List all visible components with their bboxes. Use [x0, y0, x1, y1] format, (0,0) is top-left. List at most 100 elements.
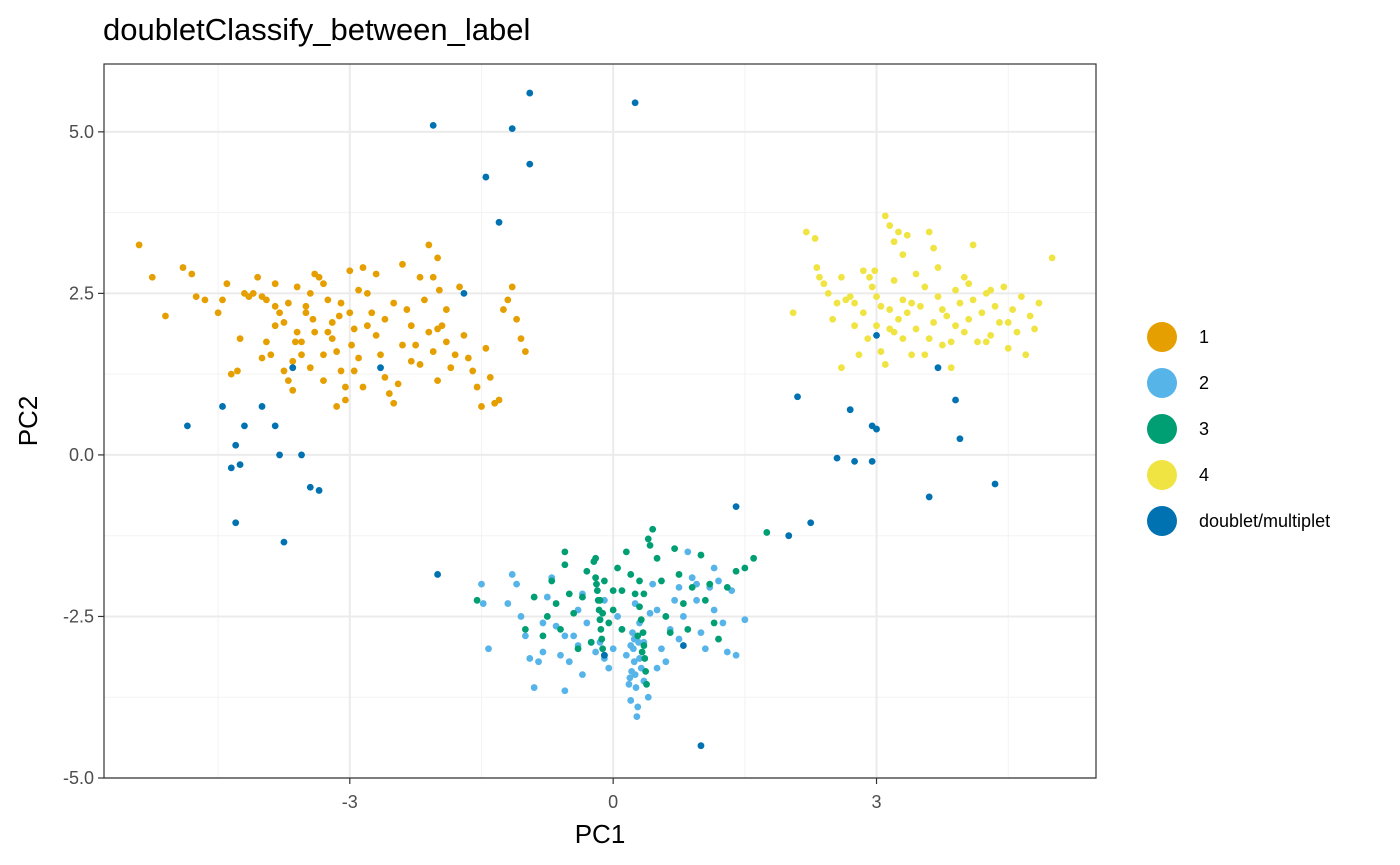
point-series-1	[425, 328, 433, 336]
point-series-3	[750, 554, 758, 562]
point-series-1	[315, 273, 323, 281]
point-series-1	[263, 296, 270, 304]
point-series-1	[201, 296, 209, 304]
point-series-1	[368, 309, 376, 317]
point-series-3	[557, 625, 564, 633]
point-series-1	[333, 348, 341, 355]
point-series-2	[543, 593, 551, 601]
point-series-4	[960, 273, 968, 281]
plot-panel	[104, 64, 1096, 778]
point-series-1	[271, 280, 279, 288]
point-series-4	[947, 364, 955, 372]
x-tick-label: 3	[872, 792, 882, 812]
point-series-4	[965, 315, 973, 323]
point-series-5	[794, 393, 801, 401]
point-series-1	[442, 338, 450, 346]
point-series-1	[381, 315, 389, 323]
point-series-1	[346, 309, 354, 317]
chart-title: doubletClassify_between_label	[103, 12, 530, 47]
point-series-4	[802, 228, 810, 236]
point-series-4	[952, 286, 959, 294]
point-series-1	[263, 338, 270, 346]
point-series-5	[785, 532, 793, 540]
point-series-1	[486, 373, 494, 381]
point-series-4	[899, 251, 907, 259]
point-series-4	[846, 293, 854, 301]
point-series-1	[280, 367, 288, 375]
legend-key-series-1	[1147, 322, 1177, 352]
point-series-4	[1000, 283, 1008, 291]
point-series-4	[978, 309, 986, 317]
point-series-4	[899, 296, 907, 304]
x-tick-label: -3	[342, 792, 358, 812]
point-series-5	[925, 493, 933, 501]
point-series-3	[548, 577, 556, 585]
legend-label-series-2: 2	[1199, 373, 1209, 393]
point-series-1	[342, 396, 349, 404]
point-series-5	[956, 435, 964, 443]
point-series-4	[1035, 299, 1043, 307]
point-series-5	[482, 173, 490, 181]
point-series-1	[276, 309, 283, 317]
point-series-1	[469, 367, 477, 375]
point-series-5	[232, 441, 240, 449]
point-series-4	[877, 348, 885, 355]
point-series-3	[636, 577, 643, 585]
point-series-4	[934, 293, 942, 301]
point-series-1	[390, 299, 398, 307]
point-series-1	[179, 264, 187, 271]
point-series-3	[561, 548, 569, 556]
point-series-2	[719, 619, 727, 627]
point-series-2	[622, 651, 630, 659]
point-series-3	[593, 580, 600, 588]
point-series-4	[912, 325, 920, 333]
point-series-3	[684, 625, 692, 633]
point-series-1	[521, 348, 529, 355]
point-series-4	[930, 319, 937, 326]
point-series-4	[866, 273, 873, 281]
point-series-3	[618, 625, 626, 633]
point-series-4	[851, 322, 858, 330]
point-series-4	[816, 273, 823, 281]
point-series-3	[763, 529, 771, 536]
plot-border	[103, 63, 1097, 779]
point-series-1	[135, 241, 143, 249]
y-tick-label: 5.0	[69, 122, 94, 142]
point-series-2	[485, 645, 492, 653]
point-series-2	[675, 635, 683, 643]
point-series-1	[324, 328, 332, 336]
point-series-5	[434, 571, 441, 578]
point-series-1	[442, 306, 450, 313]
point-series-3	[662, 613, 670, 620]
point-series-1	[346, 267, 354, 275]
legend-key-series-5	[1147, 506, 1177, 536]
point-series-2	[649, 580, 657, 588]
point-series-2	[723, 648, 731, 656]
point-series-5	[219, 403, 226, 410]
point-series-3	[675, 571, 683, 578]
point-series-5	[934, 364, 942, 372]
point-series-3	[614, 564, 621, 572]
point-series-2	[535, 658, 542, 666]
point-series-2	[630, 658, 638, 666]
point-series-4	[1009, 306, 1017, 313]
point-series-2	[539, 619, 547, 627]
point-series-4	[811, 235, 819, 242]
point-series-2	[579, 671, 586, 679]
point-series-3	[701, 596, 709, 604]
point-series-1	[350, 367, 358, 375]
legend-key-series-4	[1147, 460, 1177, 490]
point-series-1	[214, 309, 222, 317]
point-series-1	[508, 283, 516, 291]
point-series-3	[710, 619, 718, 627]
point-series-1	[478, 403, 485, 410]
point-series-1	[337, 299, 345, 307]
point-series-4	[921, 351, 929, 359]
point-series-4	[1004, 319, 1012, 326]
point-series-4	[1013, 328, 1021, 336]
point-series-1	[289, 357, 297, 365]
point-series-4	[917, 302, 924, 310]
point-series-4	[943, 312, 951, 320]
point-series-2	[653, 606, 661, 614]
point-series-2	[605, 664, 613, 672]
